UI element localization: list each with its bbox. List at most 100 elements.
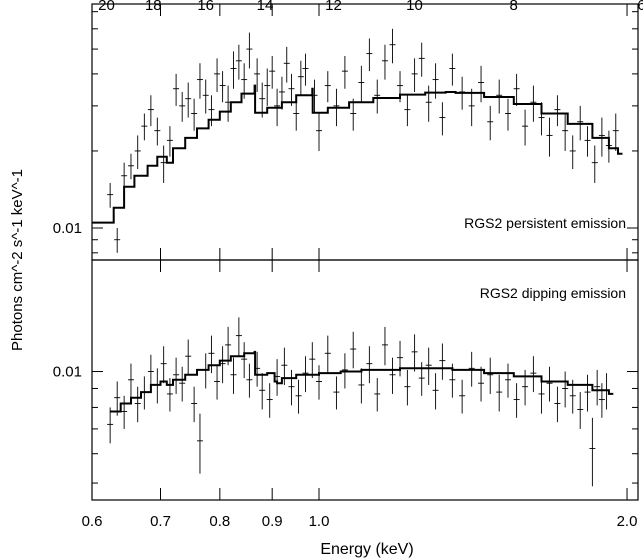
data-point <box>425 85 432 122</box>
data-point <box>154 117 161 146</box>
data-point <box>283 46 290 83</box>
data-point <box>554 386 561 423</box>
data-point <box>459 76 466 110</box>
x-axis-label: Energy (keV) <box>320 541 413 558</box>
data-point <box>166 126 173 157</box>
data-point <box>274 359 281 396</box>
data-point <box>569 379 576 414</box>
data-point <box>288 73 295 106</box>
data-point <box>196 413 203 474</box>
bottom-axis: 0.6 0.7 0.8 0.9 1.0 2.0 <box>82 513 638 530</box>
data-point <box>295 379 302 414</box>
data-point <box>358 65 365 103</box>
data-point <box>266 383 273 418</box>
x-tick-label: 0.6 <box>82 513 103 530</box>
data-point <box>468 88 475 127</box>
data-point <box>603 373 610 410</box>
data-point <box>311 79 318 114</box>
data-point <box>288 369 295 406</box>
data-point <box>591 145 598 183</box>
data-point <box>513 73 520 106</box>
data-point <box>366 346 373 384</box>
top-tick-label: 6 <box>637 0 643 14</box>
data-point <box>147 354 154 391</box>
data-point <box>141 113 148 141</box>
data-point <box>598 383 605 418</box>
data-point <box>432 63 439 99</box>
data-point <box>246 32 253 69</box>
data-point <box>219 71 226 103</box>
data-point <box>487 105 494 141</box>
data-point <box>214 365 221 400</box>
y-tick-label: 0.01 <box>53 364 82 381</box>
data-point <box>577 105 584 141</box>
data-point <box>562 113 569 151</box>
data-point <box>496 79 503 114</box>
data-point <box>530 85 537 122</box>
data-point <box>577 392 584 429</box>
data-point <box>302 356 309 393</box>
x-tick-label: 1.0 <box>309 513 330 530</box>
data-point <box>179 366 186 402</box>
data-point <box>160 346 167 384</box>
data-point <box>166 378 173 412</box>
data-point <box>381 326 388 366</box>
top-tick-label: 12 <box>325 0 342 14</box>
x-tick-label: 2.0 <box>617 513 638 530</box>
data-point <box>504 363 511 398</box>
data-point <box>114 381 121 416</box>
data-point <box>584 374 591 412</box>
data-point <box>569 135 576 170</box>
data-point <box>504 98 511 131</box>
data-point <box>425 347 432 385</box>
top-tick-label: 8 <box>510 0 518 14</box>
data-point <box>185 339 192 375</box>
data-point <box>191 386 198 423</box>
data-point <box>381 44 388 80</box>
data-point <box>173 73 180 106</box>
data-point <box>439 102 446 136</box>
top-tick-label: 16 <box>197 0 214 14</box>
data-point <box>418 362 425 396</box>
data-point <box>202 353 209 389</box>
data-point <box>225 326 232 366</box>
data-point <box>605 130 612 163</box>
data-point <box>411 334 418 372</box>
data-point <box>121 395 128 429</box>
data-point <box>246 363 253 398</box>
data-point <box>114 228 121 253</box>
data-point <box>350 98 357 131</box>
data-point <box>324 71 331 103</box>
data-point <box>127 153 134 180</box>
dipping-emission-panel: 0.01 RGS2 dipping emission <box>53 259 639 501</box>
data-point <box>293 98 300 131</box>
top-tick-label: 14 <box>257 0 274 14</box>
data-point <box>196 63 203 99</box>
data-point <box>389 28 396 64</box>
data-point <box>127 363 134 398</box>
data-point <box>487 357 494 394</box>
data-point <box>202 79 209 114</box>
data-point <box>562 371 569 408</box>
data-point <box>366 38 373 72</box>
top-tick-label: 20 <box>98 0 115 14</box>
data-point <box>191 98 198 131</box>
x-tick-label: 0.9 <box>262 513 283 530</box>
data-point <box>302 53 309 86</box>
data-point <box>316 365 323 400</box>
data-point <box>208 95 215 127</box>
data-point <box>134 386 141 423</box>
data-point <box>230 51 237 89</box>
data-point <box>598 117 605 157</box>
data-point <box>546 366 553 402</box>
data-point <box>141 376 148 410</box>
data-point <box>397 340 404 377</box>
data-point <box>235 44 242 80</box>
data-point <box>522 109 529 146</box>
data-point <box>459 379 466 414</box>
data-point <box>522 369 529 406</box>
data-point <box>185 82 192 118</box>
data-point <box>404 369 411 406</box>
model-step-line <box>110 350 614 413</box>
